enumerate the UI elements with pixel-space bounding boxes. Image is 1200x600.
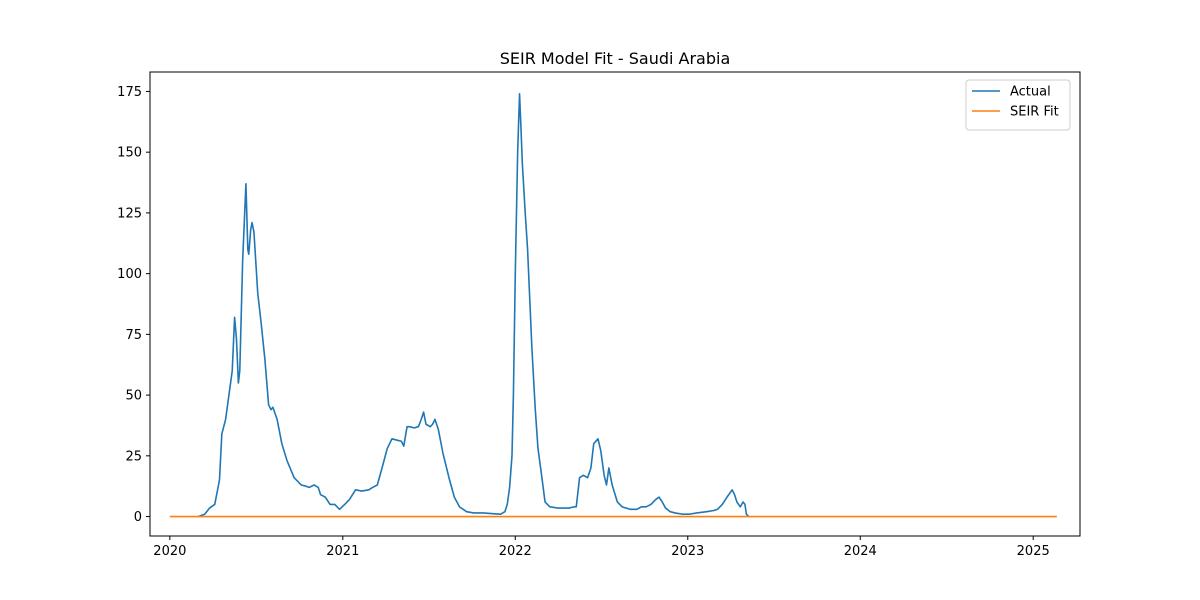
legend-label: SEIR Fit	[1010, 105, 1059, 120]
chart-title: SEIR Model Fit - Saudi Arabia	[500, 49, 731, 68]
x-tick-label: 2022	[499, 544, 532, 559]
x-tick-label: 2025	[1017, 544, 1050, 559]
legend-label: Actual	[1010, 85, 1051, 100]
plot-area	[169, 93, 1057, 518]
x-tick-label: 2023	[671, 544, 704, 559]
series-line-actual	[197, 93, 750, 518]
x-tick-label: 2024	[844, 544, 877, 559]
y-tick-label: 175	[117, 85, 142, 100]
y-tick-label: 150	[117, 146, 142, 161]
x-tick-label: 2020	[153, 544, 186, 559]
y-tick-label: 125	[117, 206, 142, 221]
y-tick-label: 25	[125, 449, 142, 464]
axes: 2020 2021 2022 2023 2024 2025 0 25 50 75 100 125 150…	[117, 71, 1081, 559]
legend: Actual SEIR Fit	[965, 79, 1071, 131]
y-tick-label: 50	[125, 389, 142, 404]
y-tick-label: 75	[125, 328, 142, 343]
plot-frame	[149, 71, 1081, 537]
x-tick-label: 2021	[326, 544, 359, 559]
y-tick-label: 0	[134, 510, 142, 525]
y-tick-label: 100	[117, 267, 142, 282]
legend-box	[965, 79, 1071, 131]
